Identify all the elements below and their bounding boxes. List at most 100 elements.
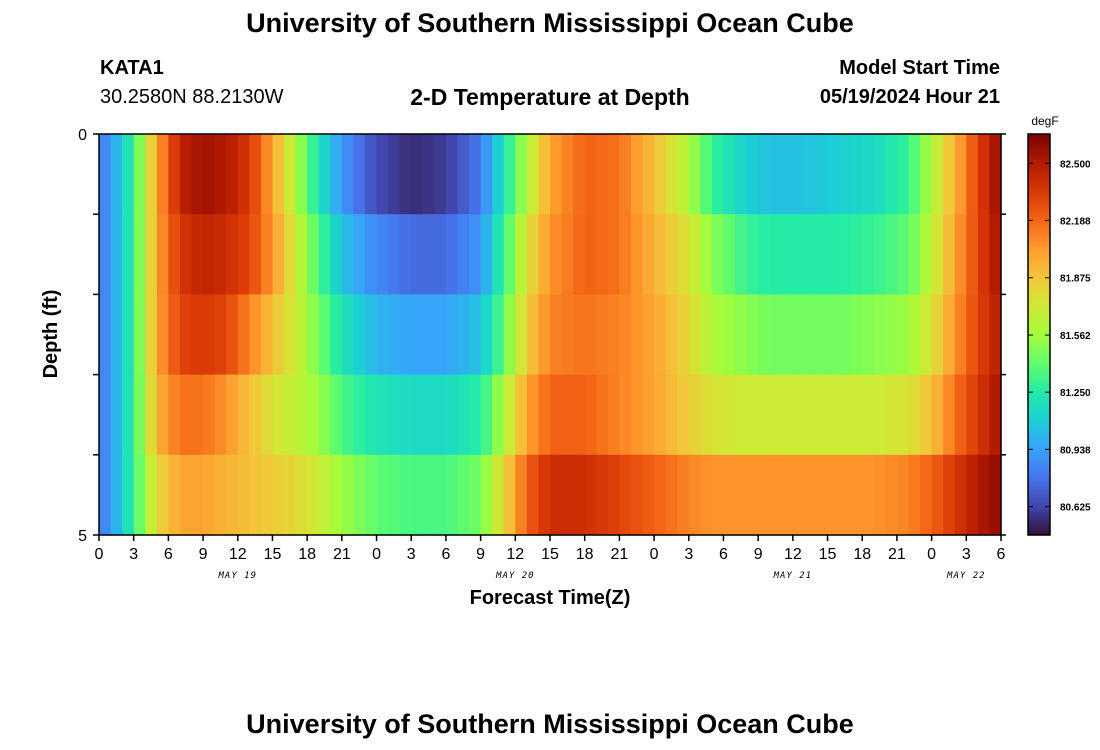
heatmap-cell xyxy=(862,134,875,215)
heatmap-cell xyxy=(723,214,736,295)
heatmap-cell xyxy=(237,134,250,215)
heatmap-cell xyxy=(226,214,239,295)
heatmap-cell xyxy=(203,214,216,295)
heatmap-cell xyxy=(260,134,274,215)
heatmap-cell xyxy=(388,454,401,536)
heatmap-cell xyxy=(538,374,551,456)
heatmap-cell xyxy=(422,454,435,536)
heatmap-cell xyxy=(839,214,852,295)
heatmap-cell xyxy=(850,454,863,536)
heatmap-cell xyxy=(307,214,320,295)
heatmap-cell xyxy=(318,134,331,215)
heatmap-cell xyxy=(526,294,540,376)
x-tick-label: 6 xyxy=(164,546,173,563)
heatmap-cell xyxy=(966,374,979,456)
heatmap-cell xyxy=(480,214,493,295)
heatmap-cell xyxy=(99,134,112,215)
heatmap-cell xyxy=(492,294,505,376)
heatmap-cell xyxy=(966,214,979,295)
heatmap-cell xyxy=(399,454,412,536)
y-tick-label: 0 xyxy=(78,127,87,144)
heatmap-cell xyxy=(908,214,921,295)
heatmap-cell xyxy=(954,454,967,536)
heatmap-cell xyxy=(434,294,447,376)
heatmap-cell xyxy=(110,134,123,215)
heatmap-cell xyxy=(850,134,863,215)
heatmap-cell xyxy=(862,374,875,456)
heatmap-cell xyxy=(619,374,632,456)
heatmap-cell xyxy=(492,454,505,536)
heatmap-cell xyxy=(295,134,308,215)
heatmap-cell xyxy=(388,374,401,456)
heatmap-cell xyxy=(168,134,181,215)
heatmap-cell xyxy=(920,294,933,376)
heatmap-cell xyxy=(179,374,193,456)
heatmap-cell xyxy=(573,454,586,536)
heatmap-cell xyxy=(573,214,586,295)
x-date-label: MAY 22 xyxy=(946,571,986,581)
heatmap-cell xyxy=(364,214,378,295)
heatmap-cell xyxy=(815,374,829,456)
heatmap-cell xyxy=(122,454,135,536)
heatmap-cell xyxy=(873,454,886,536)
heatmap-cell xyxy=(943,134,956,215)
heatmap-cell xyxy=(284,134,297,215)
heatmap-cell xyxy=(492,214,505,295)
heatmap-cell xyxy=(330,454,343,536)
heatmap-cell xyxy=(862,454,875,536)
heatmap-cell xyxy=(700,214,713,295)
footer-title: University of Southern Mississippi Ocean… xyxy=(246,709,854,739)
heatmap-cell xyxy=(318,214,331,295)
heatmap-cell xyxy=(654,374,667,456)
heatmap-cell xyxy=(260,374,274,456)
heatmap-cell xyxy=(642,454,655,536)
heatmap-cell xyxy=(723,454,736,536)
heatmap-cell xyxy=(422,134,435,215)
model-start-value: 05/19/2024 Hour 21 xyxy=(819,86,1000,108)
heatmap-cell xyxy=(191,294,204,376)
heatmap-cell xyxy=(214,214,227,295)
x-tick-label: 15 xyxy=(541,546,559,563)
heatmap-cell xyxy=(515,454,528,536)
heatmap-cell xyxy=(792,134,806,215)
heatmap-cell xyxy=(677,214,690,295)
heatmap-cell xyxy=(954,134,967,215)
heatmap-cell xyxy=(480,454,493,536)
heatmap-cell xyxy=(122,134,135,215)
heatmap-cell xyxy=(873,214,886,295)
heatmap-cell xyxy=(341,454,355,536)
heatmap-cell xyxy=(550,454,563,536)
heatmap-cell xyxy=(260,214,274,295)
x-tick-label: 18 xyxy=(576,546,594,563)
heatmap-cell xyxy=(503,294,516,376)
heatmap-cell xyxy=(908,134,921,215)
heatmap-cell xyxy=(711,134,725,215)
heatmap-cell xyxy=(110,214,123,295)
heatmap-cell xyxy=(434,454,447,536)
x-tick-label: 3 xyxy=(962,546,971,563)
heatmap-cell xyxy=(284,294,297,376)
heatmap-cell xyxy=(526,214,540,295)
heatmap-cell xyxy=(457,454,470,536)
heatmap-cell xyxy=(422,214,435,295)
heatmap-cell xyxy=(284,454,297,536)
heatmap-cell xyxy=(954,214,967,295)
heatmap-cell xyxy=(792,214,806,295)
x-tick-label: 12 xyxy=(506,546,524,563)
heatmap-cell xyxy=(943,214,956,295)
heatmap-cells xyxy=(99,134,1002,536)
heatmap-cell xyxy=(561,134,574,215)
heatmap-cell xyxy=(596,454,609,536)
heatmap-cell xyxy=(804,134,817,215)
heatmap-cell xyxy=(156,454,169,536)
heatmap-cell xyxy=(376,214,389,295)
heatmap-cell xyxy=(619,294,632,376)
heatmap-chart: 0 3 6 9 12 15 18 21 0 3 6 9 12 15 18 21 0 3 6 9 12 15 18 21 0 3 6 M… xyxy=(40,114,1091,609)
heatmap-cell xyxy=(954,294,967,376)
heatmap-cell xyxy=(584,294,597,376)
heatmap-cell xyxy=(133,134,146,215)
heatmap-cell xyxy=(873,374,886,456)
heatmap-cell xyxy=(226,454,239,536)
heatmap-cell xyxy=(538,454,551,536)
heatmap-cell xyxy=(781,134,794,215)
